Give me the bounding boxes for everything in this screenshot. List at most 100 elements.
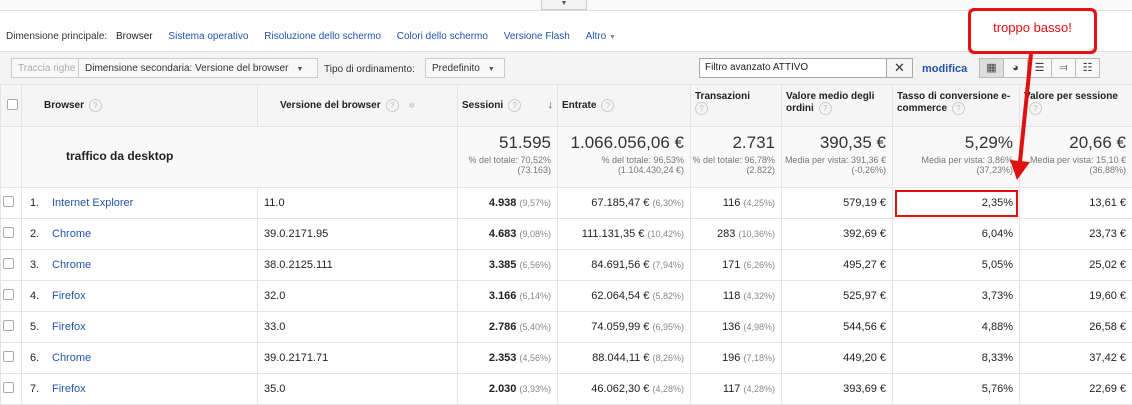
transactions-pct: (6,26%) — [743, 260, 775, 270]
sessions-cell: 4.938 (9,57%) — [458, 188, 558, 219]
total-transactions-sub: % del totale: 96,78% (2.822) — [691, 155, 775, 175]
dimension-os-link[interactable]: Sistema operativo — [168, 31, 248, 42]
row-checkbox[interactable] — [3, 320, 14, 331]
help-icon[interactable]: ? — [601, 99, 614, 112]
browser-link[interactable]: Internet Explorer — [52, 197, 133, 209]
col-transactions-header[interactable]: Transazioni? — [691, 85, 782, 127]
total-value-per-session: 20,66 €Media per vista: 15,10 € (36,88%) — [1020, 127, 1132, 188]
transactions-cell: 117 (4,28%) — [691, 374, 782, 405]
col-revenue-header[interactable]: Entrate? — [558, 85, 691, 127]
avg-value-cell: 525,97 € — [782, 281, 893, 312]
secondary-dimension-value: Dimensione secondaria: Versione del brow… — [85, 63, 288, 74]
row-checkbox[interactable] — [3, 258, 14, 269]
pivot-view-icon[interactable]: ☷ — [1075, 58, 1100, 78]
row-checkbox[interactable] — [3, 227, 14, 238]
browser-link[interactable]: Firefox — [52, 383, 86, 395]
select-all-checkbox[interactable] — [7, 99, 18, 110]
help-icon[interactable]: ? — [1029, 102, 1042, 115]
pie-view-icon[interactable]: ◕ — [1003, 58, 1028, 78]
report-table: Browser? Versione del browser? ✲ Session… — [0, 84, 1132, 405]
dimension-browser: Browser — [116, 31, 153, 42]
transactions-cell: 171 (6,26%) — [691, 250, 782, 281]
browser-link[interactable]: Firefox — [52, 321, 86, 333]
browser-link[interactable]: Chrome — [52, 259, 91, 271]
revenue-value: 46.062,30 € — [591, 383, 649, 395]
sessions-pct: (9,57%) — [519, 198, 551, 208]
help-icon[interactable]: ? — [695, 102, 708, 115]
col-conv-rate-header[interactable]: Tasso di conversione e-commerce? — [893, 85, 1020, 127]
total-revenue-sub: % del totale: 96,53% (1.104.430,24 €) — [558, 155, 684, 175]
transactions-cell: 283 (10,36%) — [691, 219, 782, 250]
total-sessions-sub: % del totale: 70,52% (73.163) — [458, 155, 551, 175]
advanced-filter-field[interactable]: Filtro avanzato ATTIVO — [699, 58, 887, 78]
col-value-per-session-header[interactable]: Valore per sessione? — [1020, 85, 1132, 127]
browser-link[interactable]: Firefox — [52, 290, 86, 302]
dimension-colors-link[interactable]: Colori dello schermo — [397, 31, 488, 42]
row-checkbox[interactable] — [3, 382, 14, 393]
conv-rate-cell: 5,76% — [893, 374, 1020, 405]
sessions-cell: 2.030 (3,93%) — [458, 374, 558, 405]
collapse-chevron-icon[interactable]: ▼ — [541, 0, 587, 10]
col-sessions-header[interactable]: Sessioni?↓ — [458, 85, 558, 127]
performance-view-icon[interactable]: ☰ — [1027, 58, 1052, 78]
avg-value-cell: 544,56 € — [782, 312, 893, 343]
conv-rate-cell: 4,88% — [893, 312, 1020, 343]
sort-type-select[interactable]: Predefinito▼ — [425, 58, 505, 78]
row-index: 1. — [30, 197, 52, 209]
sessions-value: 2.353 — [489, 352, 517, 364]
col-version-header[interactable]: Versione del browser? ✲ — [258, 85, 458, 127]
total-transactions-value: 2.731 — [691, 133, 775, 153]
total-transactions: 2.731% del totale: 96,78% (2.822) — [691, 127, 782, 188]
row-index: 2. — [30, 228, 52, 240]
edit-filter-link[interactable]: modifica — [922, 63, 967, 75]
dimension-more-link[interactable]: Altro ▼ — [586, 31, 616, 42]
transactions-value: 136 — [722, 321, 740, 333]
sort-descending-icon[interactable]: ↓ — [548, 99, 554, 111]
gear-icon[interactable]: ✲ — [406, 100, 417, 111]
sessions-cell: 3.166 (6,14%) — [458, 281, 558, 312]
transactions-pct: (10,36%) — [738, 229, 775, 239]
col-browser-header[interactable]: Browser? — [22, 85, 258, 127]
revenue-cell: 111.131,35 € (10,42%) — [558, 219, 691, 250]
row-checkbox[interactable] — [3, 196, 14, 207]
value-per-session-cell: 37,42 € — [1020, 343, 1132, 374]
help-icon[interactable]: ? — [952, 102, 965, 115]
row-checkbox-cell — [1, 250, 22, 281]
revenue-pct: (10,42%) — [647, 229, 684, 239]
dimension-resolution-link[interactable]: Risoluzione dello schermo — [264, 31, 381, 42]
secondary-dimension-select[interactable]: Dimensione secondaria: Versione del brow… — [78, 58, 318, 78]
version-cell: 35.0 — [258, 374, 458, 405]
col-avg-value-header[interactable]: Valore medio degli ordini? — [782, 85, 893, 127]
sessions-value: 3.385 — [489, 259, 517, 271]
help-icon[interactable]: ? — [89, 99, 102, 112]
help-icon[interactable]: ? — [819, 102, 832, 115]
chevron-down-icon: ▼ — [488, 60, 495, 80]
transactions-pct: (4,98%) — [743, 322, 775, 332]
col-value-per-session-label: Valore per sessione — [1024, 91, 1118, 102]
conv-rate-cell: 8,33% — [893, 343, 1020, 374]
help-icon[interactable]: ? — [508, 99, 521, 112]
table-view-icon[interactable]: ▦ — [979, 58, 1004, 78]
revenue-pct: (8,26%) — [652, 353, 684, 363]
clear-filter-close-icon[interactable]: ✕ — [887, 58, 913, 78]
dimension-flash-link[interactable]: Versione Flash — [504, 31, 570, 42]
view-switcher: ▦ ◕ ☰ ⫤ ☷ — [980, 58, 1100, 78]
sessions-pct: (4,56%) — [519, 353, 551, 363]
browser-link[interactable]: Chrome — [52, 228, 91, 240]
row-checkbox-cell — [1, 281, 22, 312]
avg-value-cell: 392,69 € — [782, 219, 893, 250]
conv-rate-cell: 3,73% — [893, 281, 1020, 312]
row-index: 6. — [30, 352, 52, 364]
help-icon[interactable]: ? — [386, 99, 399, 112]
browser-cell: 1.Internet Explorer — [22, 188, 258, 219]
row-checkbox[interactable] — [3, 289, 14, 300]
select-all-header[interactable] — [1, 85, 22, 127]
plot-rows-button[interactable]: Traccia righe — [11, 58, 82, 78]
version-cell: 11.0 — [258, 188, 458, 219]
browser-link[interactable]: Chrome — [52, 352, 91, 364]
comparison-view-icon[interactable]: ⫤ — [1051, 58, 1076, 78]
row-checkbox[interactable] — [3, 351, 14, 362]
sessions-value: 3.166 — [489, 290, 517, 302]
annotation-callout: troppo basso! — [968, 8, 1097, 54]
